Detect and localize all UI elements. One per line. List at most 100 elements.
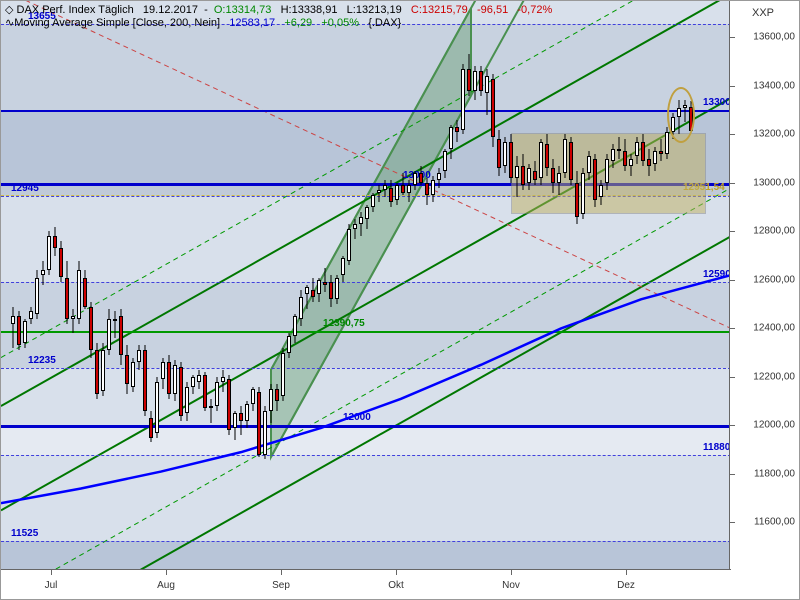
close-label: C: xyxy=(411,4,422,16)
candlestick xyxy=(623,1,627,571)
candlestick xyxy=(149,1,153,571)
candlestick xyxy=(233,1,237,571)
plot-area[interactable]: 13655133001300012951,54129451259012390,7… xyxy=(1,1,731,571)
candlestick xyxy=(593,1,597,571)
candlestick xyxy=(599,1,603,571)
candlestick xyxy=(629,1,633,571)
y-tick-label: 13200,00 xyxy=(753,129,795,140)
y-tick-label: 12200,00 xyxy=(753,371,795,382)
candlestick xyxy=(59,1,63,571)
candlestick xyxy=(383,1,387,571)
candlestick xyxy=(563,1,567,571)
candlestick xyxy=(401,1,405,571)
candlestick xyxy=(23,1,27,571)
candlestick xyxy=(53,1,57,571)
x-tick-label: Dez xyxy=(617,580,635,591)
candlestick xyxy=(371,1,375,571)
candlestick xyxy=(545,1,549,571)
candlestick xyxy=(89,1,93,571)
candlestick xyxy=(521,1,525,571)
candlestick xyxy=(443,1,447,571)
candlestick xyxy=(209,1,213,571)
candlestick xyxy=(119,1,123,571)
candlestick xyxy=(353,1,357,571)
candlestick xyxy=(509,1,513,571)
candlestick xyxy=(65,1,69,571)
candlestick xyxy=(587,1,591,571)
candlestick xyxy=(395,1,399,571)
candlestick xyxy=(41,1,45,571)
candlestick xyxy=(143,1,147,571)
candlestick xyxy=(503,1,507,571)
y-axis-title: XXP xyxy=(752,7,774,19)
y-tick-label: 11600,00 xyxy=(754,517,795,528)
candlestick xyxy=(17,1,21,571)
x-tick-label: Jul xyxy=(45,580,58,591)
x-tick-label: Okt xyxy=(388,580,404,591)
candlestick xyxy=(137,1,141,571)
candlestick xyxy=(227,1,231,571)
candlestick xyxy=(161,1,165,571)
candlestick xyxy=(77,1,81,571)
candlestick xyxy=(251,1,255,571)
chart-date: 19.12.2017 xyxy=(143,4,198,16)
highlight-ellipse xyxy=(667,87,695,143)
symbol-icon: ◇ xyxy=(5,4,13,16)
candlestick xyxy=(29,1,33,571)
y-tick-label: 13400,00 xyxy=(753,80,795,91)
high-label: H: xyxy=(281,4,292,16)
y-tick-label: 12800,00 xyxy=(753,226,795,237)
x-tick-label: Sep xyxy=(272,580,290,591)
candlestick xyxy=(437,1,441,571)
candlestick xyxy=(131,1,135,571)
y-tick-label: 13600,00 xyxy=(753,32,795,43)
candlestick xyxy=(215,1,219,571)
candlestick xyxy=(269,1,273,571)
candlestick xyxy=(533,1,537,571)
candlestick xyxy=(497,1,501,571)
candlestick xyxy=(413,1,417,571)
candlestick xyxy=(113,1,117,571)
candlestick xyxy=(527,1,531,571)
low-value: 13213,19 xyxy=(356,4,402,16)
ma-icon: ∿ xyxy=(5,17,14,29)
candlestick xyxy=(515,1,519,571)
candlestick xyxy=(335,1,339,571)
candlestick xyxy=(245,1,249,571)
ma-change-abs: +6,29 xyxy=(284,17,312,29)
candlestick xyxy=(257,1,261,571)
candlestick xyxy=(491,1,495,571)
candlestick xyxy=(551,1,555,571)
candlestick xyxy=(203,1,207,571)
candlestick xyxy=(473,1,477,571)
y-tick-label: 12000,00 xyxy=(753,420,795,431)
y-tick-label: 13000,00 xyxy=(753,177,795,188)
candlestick xyxy=(83,1,87,571)
candlestick xyxy=(287,1,291,571)
y-tick-label: 12600,00 xyxy=(753,274,795,285)
chart-header: ◇ DAX Perf. Index Täglich 19.12.2017 - O… xyxy=(5,3,552,29)
candlestick xyxy=(467,1,471,571)
candlestick xyxy=(407,1,411,571)
candlestick xyxy=(485,1,489,571)
candlestick xyxy=(689,1,693,571)
candlestick xyxy=(155,1,159,571)
candlestick xyxy=(479,1,483,571)
ma-title: Moving Average Simple [Close, 200, Nein] xyxy=(14,17,220,29)
candlestick xyxy=(611,1,615,571)
candlestick xyxy=(659,1,663,571)
candlestick xyxy=(311,1,315,571)
candlestick xyxy=(605,1,609,571)
candlestick xyxy=(329,1,333,571)
candlestick xyxy=(179,1,183,571)
ma-symbol: {.DAX} xyxy=(368,17,401,29)
x-axis: JulAugSepOktNovDez xyxy=(1,569,731,599)
candlestick xyxy=(47,1,51,571)
candlestick xyxy=(71,1,75,571)
open-value: 13314,73 xyxy=(226,4,272,16)
open-label: O: xyxy=(214,4,226,16)
candlestick xyxy=(341,1,345,571)
candlestick xyxy=(569,1,573,571)
candlestick xyxy=(581,1,585,571)
candlestick xyxy=(647,1,651,571)
